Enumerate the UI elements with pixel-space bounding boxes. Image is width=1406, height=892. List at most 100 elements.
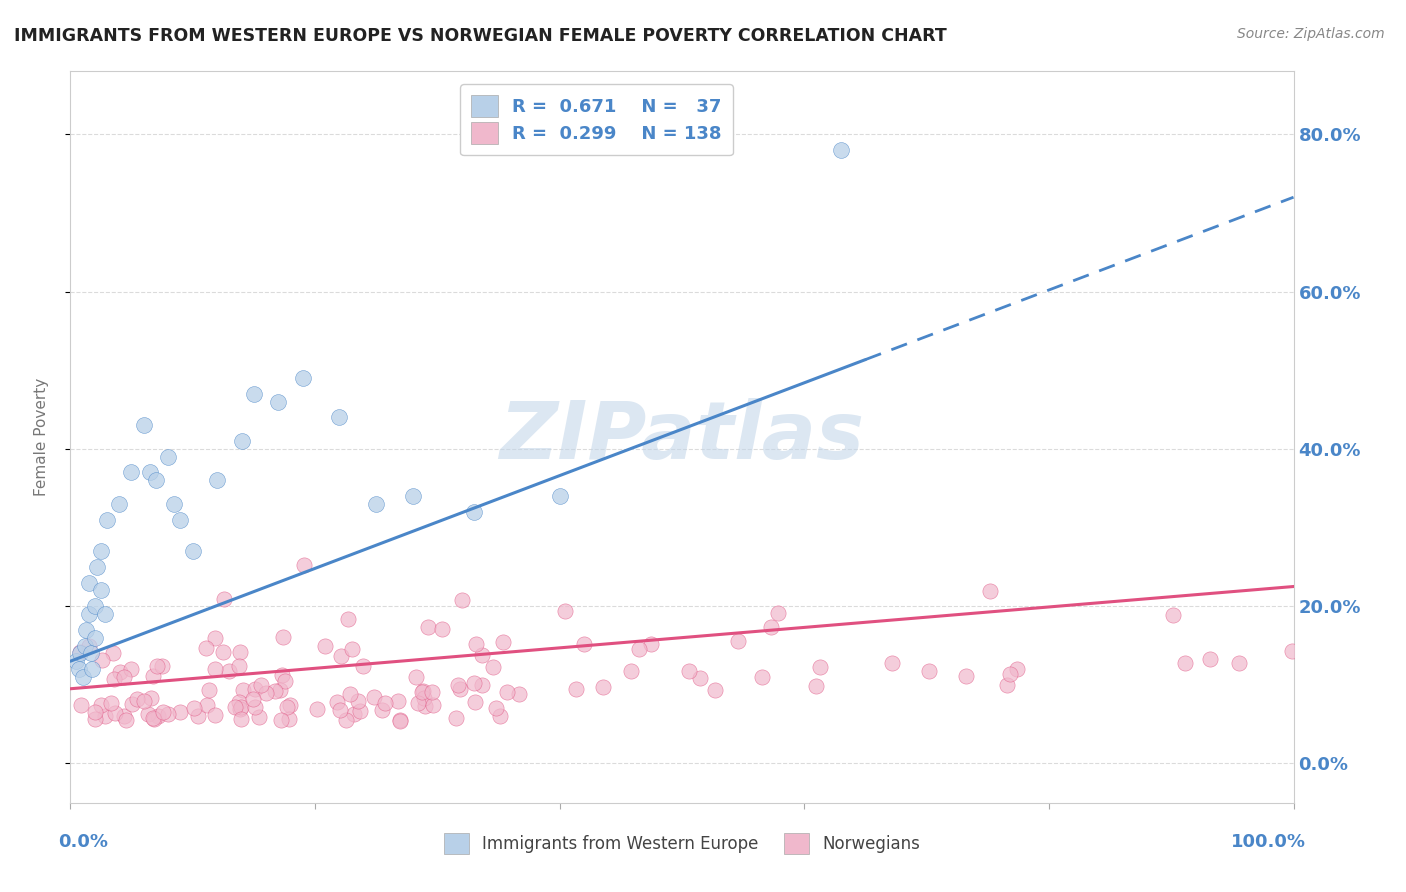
Point [371,703,394,717]
Point [751,669,773,683]
Point [447,678,470,692]
Point [136,707,159,722]
Point [273,631,295,645]
Point [482,660,505,674]
Point [620,664,643,678]
Point [418,619,440,633]
Point [430,622,453,636]
Point [134,694,156,708]
Point [104,706,127,720]
Point [761,620,783,634]
Point [243,700,266,714]
Point [73,639,96,653]
Point [880,656,903,670]
Point [228,695,250,709]
Point [565,682,588,697]
Point [329,703,352,717]
Point [412,684,434,698]
Point [204,661,226,675]
Point [422,698,444,713]
Point [163,497,186,511]
Point [291,371,314,385]
Point [65,654,87,668]
Point [112,709,135,723]
Point [243,387,266,401]
Point [955,668,977,682]
Point [411,685,433,699]
Point [554,604,576,618]
Point [270,667,292,681]
Point [766,606,789,620]
Point [115,713,138,727]
Point [464,637,486,651]
Point [918,664,941,678]
Point [93,607,115,621]
Point [108,497,131,511]
Point [727,634,749,648]
Point [232,683,254,698]
Point [231,434,253,448]
Point [339,687,361,701]
Point [269,683,291,698]
Point [405,670,427,684]
Point [72,670,94,684]
Point [80,646,103,660]
Point [508,688,530,702]
Point [103,672,125,686]
Point [463,505,485,519]
Point [979,584,1001,599]
Point [278,712,301,726]
Point [156,706,179,721]
Point [1227,657,1250,671]
Point [420,685,443,699]
Point [90,544,112,558]
Point [250,678,273,692]
Point [90,583,112,598]
Point [374,696,396,710]
Point [1161,607,1184,622]
Point [75,623,97,637]
Point [276,699,298,714]
Point [70,698,93,712]
Point [69,646,91,660]
Point [145,658,167,673]
Point [254,685,277,699]
Point [218,664,240,678]
Point [205,473,228,487]
Point [352,659,374,673]
Text: IMMIGRANTS FROM WESTERN EUROPE VS NORWEGIAN FEMALE POVERTY CORRELATION CHART: IMMIGRANTS FROM WESTERN EUROPE VS NORWEG… [14,27,946,45]
Point [197,682,219,697]
Point [94,709,117,723]
Point [450,592,472,607]
Point [292,558,315,572]
Point [82,662,104,676]
Point [1007,662,1029,676]
Point [83,712,105,726]
Point [464,695,486,709]
Point [263,684,285,698]
Point [224,699,246,714]
Point [1000,667,1022,681]
Point [280,698,302,713]
Point [1281,643,1303,657]
Point [806,679,828,693]
Point [101,646,124,660]
Text: 100.0%: 100.0% [1230,833,1306,851]
Point [995,678,1018,692]
Point [1198,651,1220,665]
Point [496,685,519,699]
Point [488,708,510,723]
Point [402,489,425,503]
Point [592,680,614,694]
Text: Source: ZipAtlas.com: Source: ZipAtlas.com [1237,27,1385,41]
Point [69,645,91,659]
Point [152,705,174,719]
Point [689,671,711,685]
Point [346,694,368,708]
Point [67,662,90,676]
Point [326,695,349,709]
Point [335,713,357,727]
Point [91,653,114,667]
Point [142,669,165,683]
Point [183,701,205,715]
